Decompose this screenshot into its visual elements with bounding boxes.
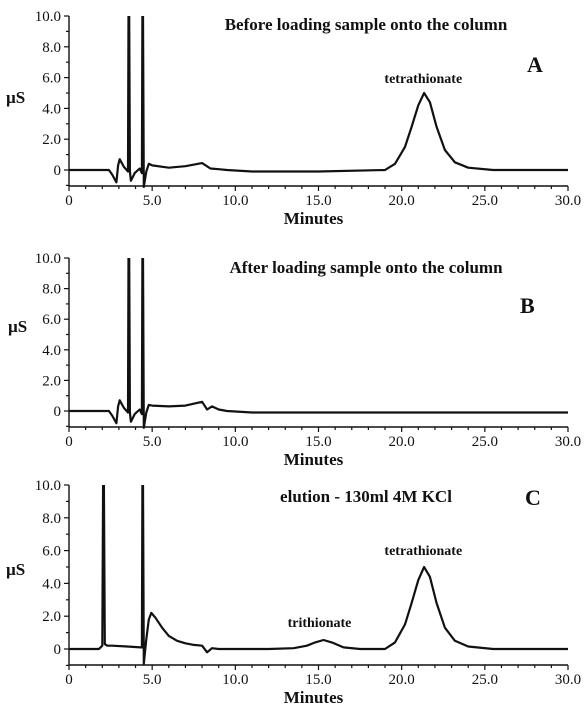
y-tick-label: 2.0: [42, 373, 61, 389]
x-tick-label: 10.0: [222, 193, 248, 209]
y-tick-label: 4.0: [42, 343, 61, 359]
y-tick-label: 10.0: [35, 251, 61, 267]
x-tick-label: 0: [65, 193, 73, 209]
x-tick-label: 15.0: [305, 434, 331, 450]
x-tick-label: 20.0: [389, 434, 415, 450]
x-tick-label: 20.0: [389, 672, 415, 688]
y-tick-label: 10.0: [35, 9, 61, 25]
y-tick-label: 0: [54, 404, 62, 420]
panel-C: 0 5.0 10.0 15.0 20.0 25.0 30.0 0 2.0 4.0 6.0 8.0 10.…: [6, 478, 581, 704]
panel-letter: A: [527, 52, 543, 77]
y-tick-label: 8.0: [42, 40, 61, 56]
panel-letter: C: [525, 485, 541, 510]
x-tick-label: 0: [65, 434, 73, 450]
y-tick-label: 10.0: [35, 478, 61, 494]
panel-B: 0 5.0 10.0 15.0 20.0 25.0 30.0 0 2.0 4.0 6.0 8.0 10.…: [8, 251, 581, 469]
panel-title: After loading sample onto the column: [229, 258, 503, 277]
x-tick-label: 10.0: [222, 434, 248, 450]
x-axis-label: Minutes: [284, 209, 344, 228]
x-tick-label: 5.0: [143, 672, 162, 688]
x-tick-label: 30.0: [555, 672, 581, 688]
x-tick-label: 5.0: [143, 193, 162, 209]
x-tick-label: 25.0: [472, 672, 498, 688]
x-tick-label: 20.0: [389, 193, 415, 209]
y-axis-label: µS: [8, 317, 27, 336]
y-tick-label: 6.0: [42, 312, 61, 328]
x-tick-label: 0: [65, 672, 73, 688]
panel-title: elution - 130ml 4M KCl: [280, 487, 452, 506]
peak-annotation: tetrathionate: [384, 72, 462, 87]
x-tick-label: 30.0: [555, 193, 581, 209]
panel-A: 0 5.0 10.0 15.0 20.0 25.0 30.0 0 2.0 4.0 6.0 8.0 10.…: [6, 9, 581, 228]
y-tick-label: 0: [54, 163, 62, 179]
y-tick-label: 2.0: [42, 609, 61, 625]
y-tick-label: 6.0: [42, 71, 61, 87]
y-tick-label: 8.0: [42, 511, 61, 527]
x-tick-label: 5.0: [143, 434, 162, 450]
x-axis-label: Minutes: [284, 450, 344, 469]
y-tick-label: 4.0: [42, 576, 61, 592]
panel-letter: B: [520, 293, 535, 318]
y-tick-label: 2.0: [42, 132, 61, 148]
x-tick-label: 30.0: [555, 434, 581, 450]
x-tick-label: 15.0: [305, 193, 331, 209]
x-tick-label: 25.0: [472, 434, 498, 450]
panel-title: Before loading sample onto the column: [225, 15, 508, 34]
x-axis-label: Minutes: [284, 688, 344, 704]
y-tick-label: 6.0: [42, 544, 61, 560]
chromatogram-trace: [69, 258, 568, 429]
y-tick-label: 4.0: [42, 101, 61, 117]
y-tick-label: 8.0: [42, 282, 61, 298]
y-axis-label: µS: [6, 88, 25, 107]
y-axis-label: µS: [6, 560, 25, 579]
chromatogram-trace: [69, 16, 568, 188]
chromatogram-trace: [69, 485, 568, 665]
peak-annotation: tetrathionate: [384, 544, 462, 559]
x-tick-label: 25.0: [472, 193, 498, 209]
peak-annotation: trithionate: [288, 616, 352, 631]
x-tick-label: 15.0: [305, 672, 331, 688]
y-tick-label: 0: [54, 642, 62, 658]
x-tick-label: 10.0: [222, 672, 248, 688]
